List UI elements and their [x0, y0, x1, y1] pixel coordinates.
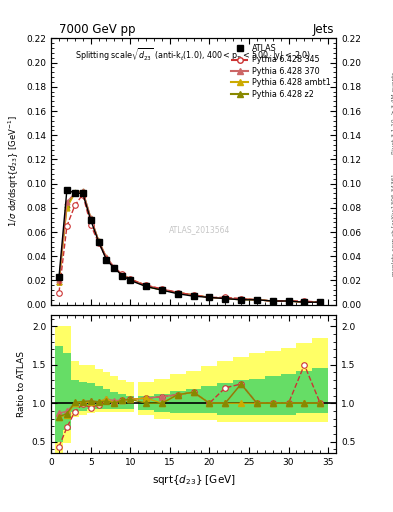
Y-axis label: Ratio to ATLAS: Ratio to ATLAS — [17, 351, 26, 417]
Text: Splitting scale$\sqrt{d_{23}}$ (anti-k$_t$(1.0), 400< p$_T$ < 500, |y| < 2.0): Splitting scale$\sqrt{d_{23}}$ (anti-k$_… — [75, 47, 312, 63]
Y-axis label: 1/$\sigma$ d$\sigma$/dsqrt{$d_{23}$} [GeV$^{-1}$]: 1/$\sigma$ d$\sigma$/dsqrt{$d_{23}$} [Ge… — [6, 116, 20, 227]
Text: Jets: Jets — [312, 23, 334, 36]
Legend: ATLAS, Pythia 6.428 345, Pythia 6.428 370, Pythia 6.428 ambt1, Pythia 6.428 z2: ATLAS, Pythia 6.428 345, Pythia 6.428 37… — [229, 42, 332, 100]
Text: 7000 GeV pp: 7000 GeV pp — [59, 23, 136, 36]
X-axis label: sqrt{$d_{23}$} [GeV]: sqrt{$d_{23}$} [GeV] — [152, 473, 235, 486]
Text: mcplots.cern.ch [arXiv:1306.3436]: mcplots.cern.ch [arXiv:1306.3436] — [392, 174, 393, 275]
Text: ATLAS_2013564: ATLAS_2013564 — [169, 226, 230, 234]
Text: Rivet 3.1.10, ≥ 3.4M events: Rivet 3.1.10, ≥ 3.4M events — [392, 72, 393, 154]
